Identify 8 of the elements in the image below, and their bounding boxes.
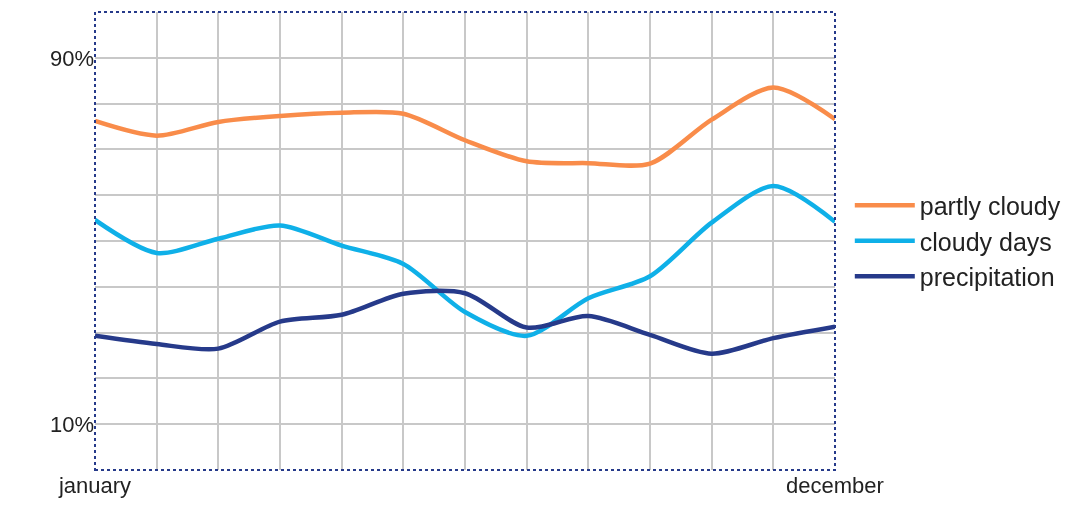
legend-label: cloudy days — [919, 227, 1052, 256]
y-tick-label: 10% — [49, 411, 94, 437]
x-tick-label: december — [786, 473, 884, 498]
legend-label: precipitation — [919, 263, 1055, 291]
y-tick-label: 90% — [49, 45, 94, 71]
x-tick-label: january — [57, 473, 132, 498]
line-series — [95, 183, 835, 339]
legend-label: partly cloudy — [919, 192, 1061, 220]
